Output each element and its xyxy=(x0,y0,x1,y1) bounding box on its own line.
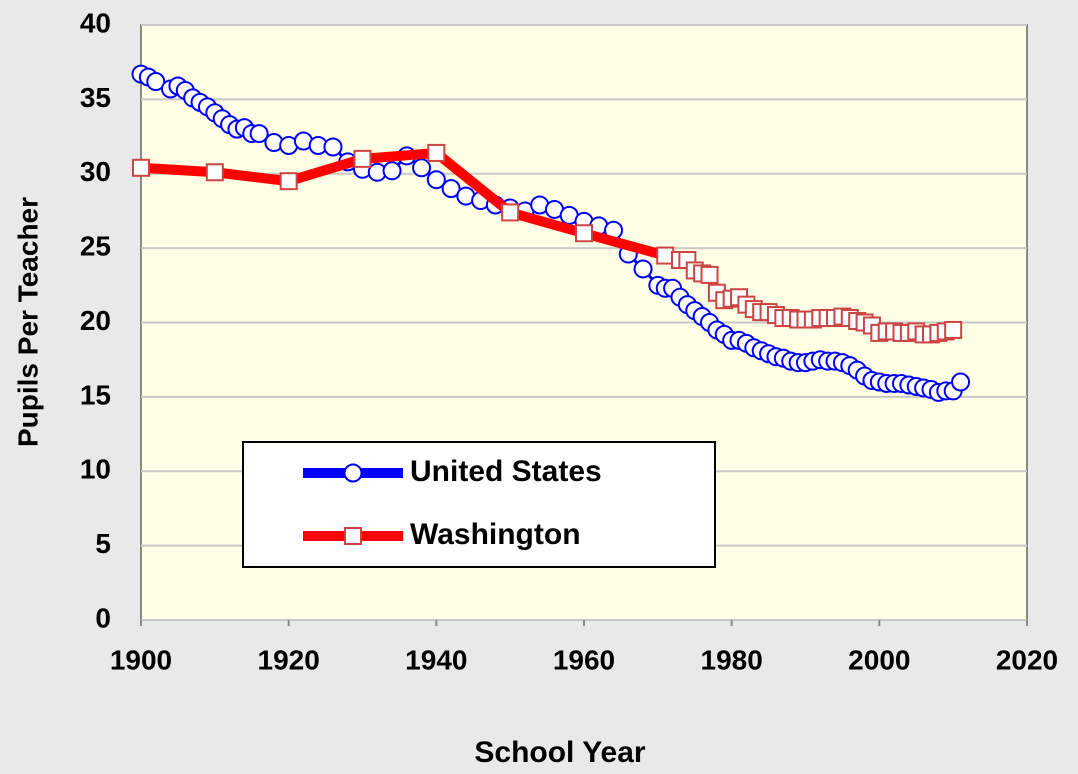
marker xyxy=(279,172,298,191)
x-tick-label: 1980 xyxy=(701,644,763,675)
x-axis-label: School Year xyxy=(474,736,646,769)
marker xyxy=(656,246,675,265)
marker xyxy=(412,158,432,178)
marker xyxy=(575,224,593,243)
marker xyxy=(633,259,653,279)
marker xyxy=(344,527,362,545)
x-tick-label: 1920 xyxy=(258,644,320,675)
marker xyxy=(700,265,719,284)
legend-label: United States xyxy=(410,455,602,488)
marker xyxy=(382,161,402,181)
marker xyxy=(323,137,343,157)
marker xyxy=(132,158,150,177)
y-tick-label: 5 xyxy=(95,528,111,559)
marker xyxy=(146,72,166,92)
legend-label: Washington xyxy=(410,518,581,551)
y-tick-label: 10 xyxy=(80,454,111,485)
legend-box xyxy=(242,441,716,568)
x-tick-label: 1960 xyxy=(553,644,615,675)
y-tick-label: 15 xyxy=(80,379,111,410)
marker xyxy=(426,170,446,190)
x-tick-label: 2000 xyxy=(848,644,910,675)
y-tick-label: 20 xyxy=(80,305,111,336)
x-tick-label: 1940 xyxy=(405,644,467,675)
marker xyxy=(944,320,963,339)
marker xyxy=(951,372,971,392)
marker xyxy=(249,124,269,144)
y-tick-label: 30 xyxy=(80,156,111,187)
marker xyxy=(501,203,520,222)
y-tick-label: 40 xyxy=(80,7,111,38)
marker xyxy=(441,179,461,199)
y-tick-label: 0 xyxy=(95,602,111,633)
marker xyxy=(427,143,446,162)
x-tick-label: 1900 xyxy=(110,644,172,675)
y-tick-label: 25 xyxy=(80,231,111,262)
x-tick-label: 2020 xyxy=(996,644,1058,675)
marker xyxy=(343,463,363,483)
y-axis-label: Pupils Per Teacher xyxy=(12,197,43,447)
marker xyxy=(205,163,224,182)
y-tick-label: 35 xyxy=(80,82,111,113)
marker xyxy=(353,149,372,168)
